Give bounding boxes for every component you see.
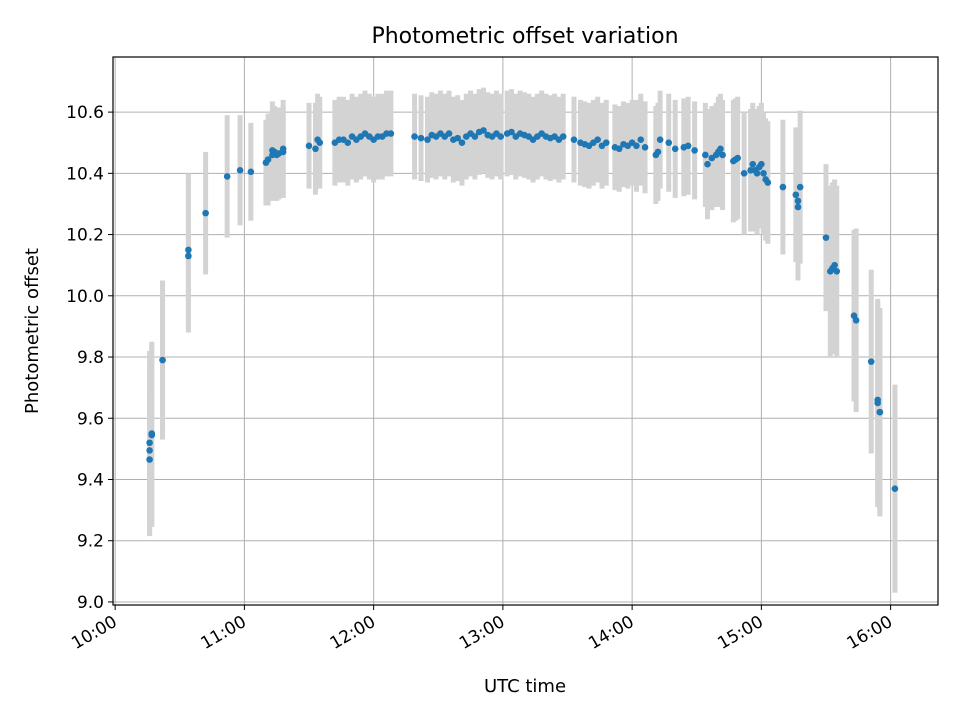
y-tick-label: 9.2 (77, 532, 104, 552)
data-point (779, 183, 787, 191)
data-point (753, 170, 761, 177)
data-point (146, 447, 153, 454)
y-tick-label: 10.4 (66, 164, 104, 184)
data-point (445, 130, 453, 137)
data-point (594, 136, 601, 143)
data-point (559, 133, 567, 140)
data-point (264, 156, 272, 163)
data-point (312, 145, 319, 153)
data-point (387, 130, 395, 137)
data-point (684, 142, 692, 150)
data-point (344, 139, 352, 147)
data-points (146, 127, 899, 492)
data-point (185, 246, 192, 254)
x-tick-label: 11:00 (197, 612, 249, 654)
data-point (833, 268, 841, 275)
data-point (279, 148, 287, 156)
y-tick-label: 9.6 (77, 409, 104, 429)
y-tick-label: 10.0 (66, 287, 104, 307)
data-point (454, 134, 461, 142)
x-tick-label: 13:00 (456, 612, 508, 654)
data-point (570, 136, 578, 143)
data-point (671, 145, 679, 153)
data-point (758, 160, 765, 168)
y-axis-label: Photometric offset (22, 248, 43, 414)
plot-area-frame (112, 56, 939, 606)
y-tick-label: 10.6 (66, 103, 104, 123)
data-point (749, 160, 757, 168)
data-point (223, 173, 231, 180)
x-tick-label: 15:00 (714, 612, 766, 654)
data-point (794, 197, 802, 205)
data-point (497, 133, 505, 140)
x-tick-label: 12:00 (327, 612, 379, 654)
y-tick-label: 9.8 (77, 348, 104, 368)
chart-title: Photometric offset variation (371, 24, 678, 49)
data-point (891, 485, 899, 492)
data-point (796, 183, 804, 191)
x-axis: 10:00 11:00 12:00 13:00 14:00 15:00 16:00 (68, 605, 896, 654)
data-point (159, 356, 166, 364)
x-tick-label: 16:00 (844, 612, 896, 654)
data-point (602, 139, 610, 147)
data-point (702, 151, 709, 159)
data-point (417, 134, 425, 142)
data-point (458, 139, 466, 147)
data-point (734, 154, 741, 162)
data-point (471, 133, 479, 140)
data-point (792, 191, 800, 199)
data-point (654, 148, 662, 156)
data-point (740, 170, 748, 177)
data-point (637, 136, 645, 143)
error-bars (147, 87, 898, 593)
data-point (424, 136, 431, 143)
data-point (867, 358, 875, 365)
data-point (691, 147, 698, 154)
data-point (794, 203, 802, 211)
y-tick-label: 9.4 (77, 470, 104, 490)
data-point (508, 128, 515, 136)
data-point (760, 170, 767, 177)
data-point (641, 144, 649, 151)
data-point (764, 179, 772, 186)
data-point (202, 209, 209, 217)
data-point (148, 430, 156, 437)
data-point (480, 127, 487, 134)
data-point (247, 168, 255, 176)
data-point (717, 145, 724, 153)
x-tick-label: 14:00 (585, 612, 637, 654)
data-point (305, 142, 313, 150)
data-point (874, 399, 881, 407)
data-point (615, 145, 623, 153)
data-point (831, 261, 838, 269)
data-point (656, 136, 664, 143)
x-tick-label: 10:00 (68, 612, 120, 654)
data-point (236, 166, 244, 174)
data-point (852, 316, 860, 324)
data-point (316, 139, 324, 147)
data-point (185, 252, 192, 260)
data-point (633, 142, 640, 150)
y-tick-label: 9.0 (77, 593, 104, 613)
data-point (665, 139, 673, 147)
y-tick-label: 10.2 (66, 226, 104, 246)
data-point (146, 456, 153, 463)
data-point (719, 151, 726, 159)
data-point (822, 234, 830, 241)
y-axis: 9.0 9.2 9.4 9.6 9.8 10.0 10.2 10.4 10.6 (66, 103, 113, 613)
data-point (146, 439, 153, 447)
x-axis-label: UTC time (484, 676, 566, 697)
data-point (411, 133, 418, 140)
data-point (876, 408, 884, 416)
data-point (704, 160, 711, 168)
